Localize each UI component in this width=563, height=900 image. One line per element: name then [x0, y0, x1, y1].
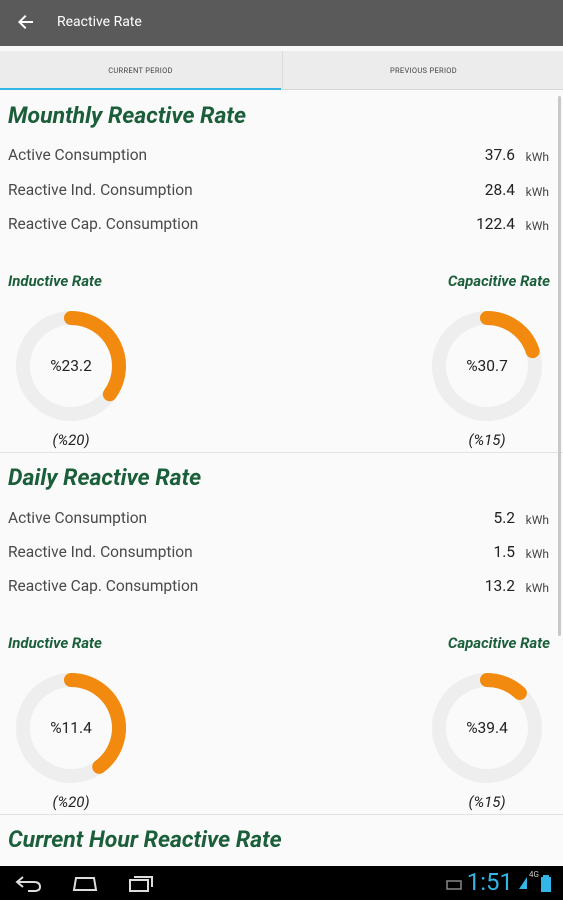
inductive-rate-gauge: %23.2: [15, 310, 127, 422]
capacitive-rate-gauge: %30.7: [431, 310, 543, 422]
battery-icon: [541, 874, 551, 896]
gauge-ring: [16, 673, 126, 783]
tab-current-period[interactable]: CURRENT PERIOD: [0, 51, 281, 91]
gauge-fill-arc: [64, 311, 126, 402]
gauge-ring: [16, 311, 126, 421]
gauge-fill-arc: [480, 311, 540, 359]
gauge-percent: %23.2: [50, 357, 92, 375]
row-unit: kWh: [525, 581, 549, 595]
capacitive-rate-label: Capacitive Rate: [447, 634, 550, 652]
row-unit: kWh: [525, 185, 549, 199]
system-nav-bar: 1:51 4G: [0, 866, 563, 900]
nav-home-icon[interactable]: [70, 872, 100, 894]
inductive-threshold: (%20): [52, 431, 90, 449]
row-label-reactive-cap: Reactive Cap. Consumption: [8, 577, 199, 595]
tab-label: CURRENT PERIOD: [108, 65, 173, 75]
capacitive-rate-label: Capacitive Rate: [447, 272, 550, 290]
tab-label: PREVIOUS PERIOD: [389, 65, 457, 75]
row-unit: kWh: [525, 513, 549, 527]
row-value-reactive-ind: 1.5: [493, 543, 515, 561]
row-label-active: Active Consumption: [8, 146, 148, 164]
app-bar: Reactive Rate: [0, 0, 563, 46]
tab-bar: CURRENT PERIOD PREVIOUS PERIOD: [0, 51, 563, 91]
row-label-reactive-ind: Reactive Ind. Consumption: [8, 181, 193, 199]
back-arrow-icon[interactable]: [14, 10, 38, 34]
signal-icon: [518, 874, 528, 896]
section-divider: [0, 814, 563, 815]
capacitive-threshold: (%15): [468, 431, 506, 449]
section-title-current-hour: Current Hour Reactive Rate: [8, 826, 282, 853]
nav-back-icon[interactable]: [14, 872, 44, 894]
row-label-reactive-ind: Reactive Ind. Consumption: [8, 543, 193, 561]
inductive-rate-label: Inductive Rate: [8, 272, 102, 290]
nav-recents-icon[interactable]: [126, 872, 156, 894]
inductive-rate-gauge: %11.4: [15, 672, 127, 784]
capacitive-threshold: (%15): [468, 793, 506, 811]
row-label-reactive-cap: Reactive Cap. Consumption: [8, 215, 199, 233]
gauge-ring: [432, 673, 542, 783]
row-value-active: 37.6: [484, 146, 515, 164]
gauge-fill-arc: [64, 673, 126, 774]
inductive-rate-label: Inductive Rate: [8, 634, 102, 652]
row-value-reactive-ind: 28.4: [484, 181, 515, 199]
row-unit: kWh: [525, 219, 549, 233]
scrollbar[interactable]: [558, 96, 561, 636]
gauge-ring: [432, 311, 542, 421]
row-value-reactive-cap: 13.2: [484, 577, 515, 595]
scroll-content[interactable]: Mounthly Reactive Rate Active Consumptio…: [0, 90, 563, 866]
gauge-percent: %39.4: [466, 719, 508, 737]
capacitive-rate-gauge: %39.4: [431, 672, 543, 784]
row-unit: kWh: [525, 547, 549, 561]
active-tab-indicator: [0, 88, 281, 91]
section-title-monthly: Mounthly Reactive Rate: [8, 102, 246, 129]
section-divider: [0, 452, 563, 453]
status-clock: 1:51: [466, 868, 513, 896]
inductive-threshold: (%20): [52, 793, 90, 811]
row-unit: kWh: [525, 150, 549, 164]
row-value-reactive-cap: 122.4: [476, 215, 515, 233]
tab-previous-period[interactable]: PREVIOUS PERIOD: [282, 51, 563, 89]
row-label-active: Active Consumption: [8, 509, 148, 527]
gauge-percent: %11.4: [50, 719, 92, 737]
section-title-daily: Daily Reactive Rate: [8, 464, 202, 491]
row-value-active: 5.2: [493, 509, 515, 527]
gauge-fill-arc: [480, 673, 527, 701]
gauge-percent: %30.7: [466, 357, 508, 375]
page-title: Reactive Rate: [57, 14, 142, 30]
notification-icon: [446, 876, 462, 898]
signal-label: 4G: [529, 870, 539, 879]
